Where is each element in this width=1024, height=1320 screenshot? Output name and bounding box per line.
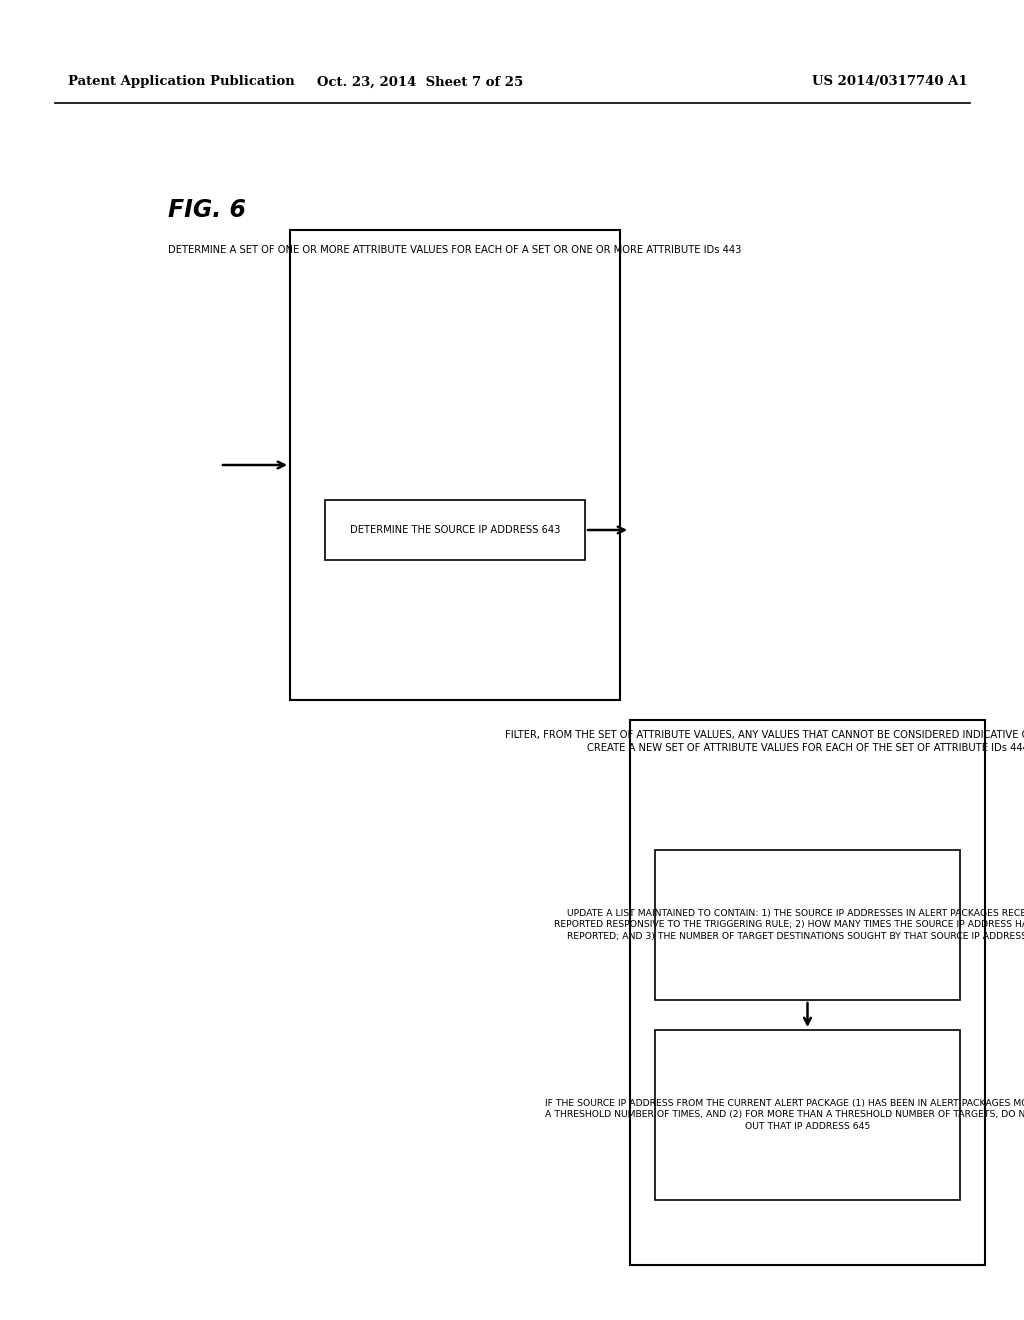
Text: DETERMINE THE SOURCE IP ADDRESS 643: DETERMINE THE SOURCE IP ADDRESS 643 xyxy=(350,525,560,535)
Text: US 2014/0317740 A1: US 2014/0317740 A1 xyxy=(812,75,968,88)
Text: UPDATE A LIST MAINTAINED TO CONTAIN: 1) THE SOURCE IP ADDRESSES IN ALERT PACKAGE: UPDATE A LIST MAINTAINED TO CONTAIN: 1) … xyxy=(554,909,1024,941)
Text: DETERMINE A SET OF ONE OR MORE ATTRIBUTE VALUES FOR EACH OF A SET OR ONE OR MORE: DETERMINE A SET OF ONE OR MORE ATTRIBUTE… xyxy=(168,246,741,255)
Text: IF THE SOURCE IP ADDRESS FROM THE CURRENT ALERT PACKAGE (1) HAS BEEN IN ALERT PA: IF THE SOURCE IP ADDRESS FROM THE CURREN… xyxy=(545,1100,1024,1131)
Bar xyxy=(290,230,620,700)
Bar xyxy=(630,719,985,1265)
Bar xyxy=(655,1030,961,1200)
Bar xyxy=(655,850,961,1001)
Text: Oct. 23, 2014  Sheet 7 of 25: Oct. 23, 2014 Sheet 7 of 25 xyxy=(316,75,523,88)
Bar xyxy=(325,500,585,560)
Text: FIG. 6: FIG. 6 xyxy=(168,198,246,222)
Text: FILTER, FROM THE SET OF ATTRIBUTE VALUES, ANY VALUES THAT CANNOT BE CONSIDERED I: FILTER, FROM THE SET OF ATTRIBUTE VALUES… xyxy=(505,730,1024,754)
Text: Patent Application Publication: Patent Application Publication xyxy=(68,75,295,88)
